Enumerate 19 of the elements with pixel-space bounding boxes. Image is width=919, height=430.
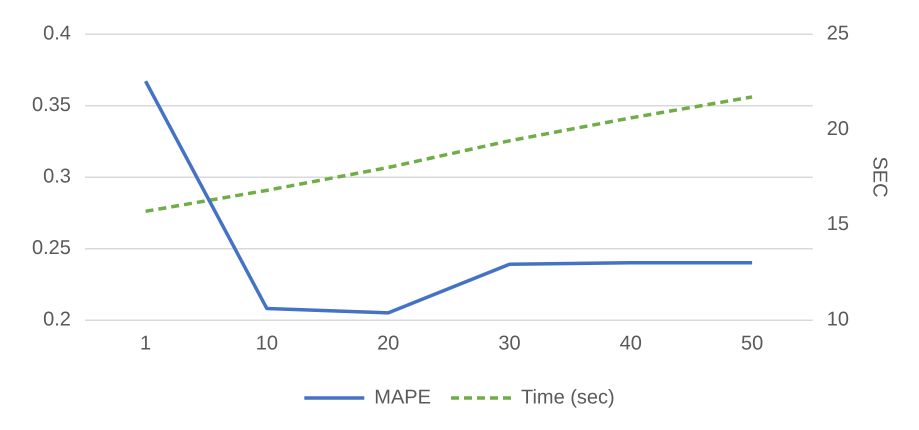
y-tick-label: 0.3 [43, 166, 71, 188]
x-tick-label: 1 [140, 332, 152, 355]
x-tick-label: 50 [740, 332, 764, 355]
legend-label: MAPE [374, 386, 431, 409]
x-tick-label: 20 [377, 332, 400, 355]
y-tick-label: 0.2 [43, 308, 71, 331]
y2-tick-label: 15 [826, 213, 850, 236]
line-series [144, 95, 754, 214]
y2-tick-label: 10 [826, 308, 850, 331]
y2-tick-label: 25 [826, 22, 850, 45]
x-tick-label: 10 [256, 332, 278, 355]
y-tick-label: 0.35 [32, 94, 71, 116]
legend-label: Time (sec) [520, 386, 615, 409]
y2-tick-label: 20 [826, 118, 850, 140]
x-tick-label: 30 [498, 332, 521, 355]
y2-axis-title: SEC [868, 156, 890, 198]
y-tick-label: 0.4 [43, 22, 71, 45]
x-tick-label: 40 [620, 332, 642, 355]
y-tick-label: 0.25 [32, 237, 71, 260]
